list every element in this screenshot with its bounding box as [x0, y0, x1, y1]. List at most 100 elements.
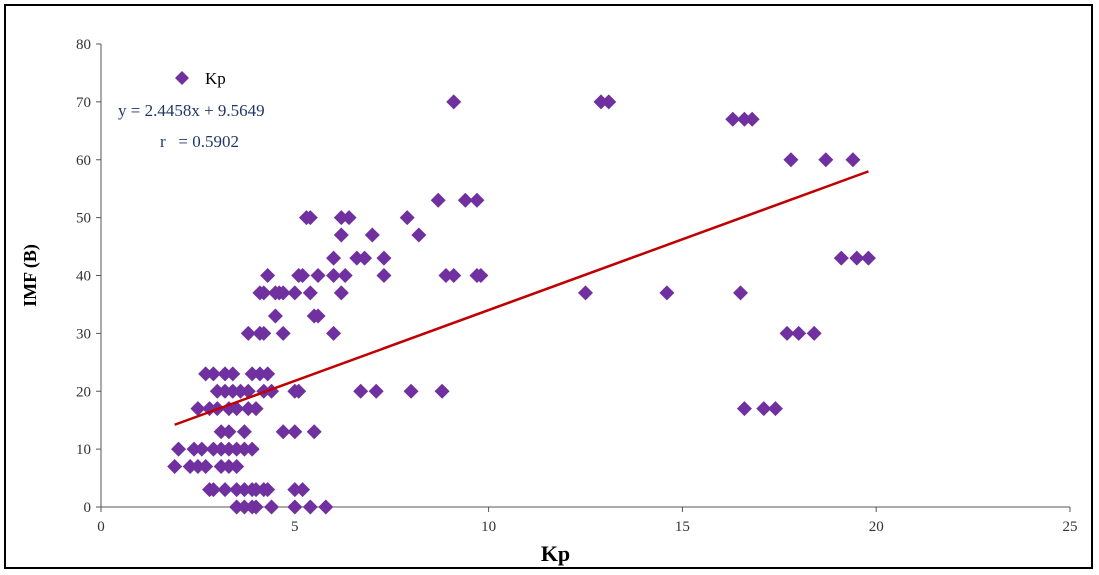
data-point: [779, 325, 795, 341]
legend-label: Kp: [205, 69, 226, 88]
data-point: [205, 366, 221, 382]
data-point: [240, 325, 256, 341]
data-point: [376, 250, 392, 266]
y-tick-label: 60: [76, 153, 91, 169]
x-tick-label: 10: [481, 519, 496, 535]
data-point: [248, 401, 264, 417]
data-point: [260, 482, 276, 498]
data-point: [833, 250, 849, 266]
data-point: [818, 152, 834, 168]
data-point: [240, 383, 256, 399]
data-point: [221, 424, 237, 440]
data-point: [221, 441, 237, 457]
y-tick-label: 40: [76, 269, 91, 285]
data-point: [252, 366, 268, 382]
data-point: [302, 210, 318, 226]
data-point: [349, 250, 365, 266]
data-point: [275, 285, 291, 301]
data-point: [205, 482, 221, 498]
data-point: [295, 268, 311, 283]
data-point: [357, 250, 373, 266]
data-point: [601, 94, 617, 110]
data-point: [736, 111, 752, 127]
trendline-equation: y = 2.4458x + 9.5649: [118, 101, 265, 120]
data-point: [244, 366, 260, 382]
data-point: [256, 325, 272, 341]
data-point: [171, 441, 187, 457]
data-point: [473, 268, 489, 283]
data-point: [434, 383, 450, 399]
data-point: [287, 482, 303, 498]
data-point: [287, 499, 303, 515]
data-point: [767, 401, 783, 417]
data-point: [205, 441, 221, 457]
data-point: [845, 152, 861, 168]
legend-marker-diamond: [175, 71, 189, 85]
data-point: [302, 285, 318, 301]
data-point: [457, 192, 473, 208]
y-tick-label: 70: [76, 95, 91, 111]
data-point: [190, 401, 206, 417]
data-point: [221, 458, 237, 474]
data-point: [364, 227, 380, 243]
data-point: [310, 308, 326, 324]
data-point: [295, 482, 311, 498]
data-point: [469, 192, 485, 208]
data-point: [233, 383, 249, 399]
data-point: [256, 285, 272, 301]
data-point: [403, 383, 419, 399]
data-point: [446, 268, 462, 283]
y-axis-ticks: 0 10 20 30 40 50 60 70 80: [76, 37, 101, 516]
data-point: [756, 401, 772, 417]
data-point: [217, 482, 233, 498]
data-point: [791, 325, 807, 341]
x-axis-title: Kp: [541, 541, 570, 566]
data-point: [275, 424, 291, 440]
data-points: [167, 94, 876, 515]
data-point: [744, 111, 760, 127]
data-point: [264, 499, 280, 515]
data-point: [236, 499, 252, 515]
x-tick-label: 25: [1063, 519, 1078, 535]
x-tick-label: 15: [675, 519, 690, 535]
data-point: [198, 366, 214, 382]
chart-frame: [4, 4, 1093, 569]
data-point: [287, 285, 303, 301]
y-tick-label: 0: [84, 500, 92, 516]
data-point: [213, 441, 229, 457]
data-point: [229, 458, 245, 474]
data-point: [783, 152, 799, 168]
data-point: [213, 458, 229, 474]
data-point: [725, 111, 741, 127]
x-tick-label: 0: [97, 519, 105, 535]
data-point: [806, 325, 822, 341]
data-point: [291, 383, 307, 399]
data-point: [849, 250, 865, 266]
data-point: [194, 441, 210, 457]
data-point: [337, 268, 353, 283]
data-point: [287, 424, 303, 440]
y-tick-label: 20: [76, 384, 91, 400]
data-point: [430, 192, 446, 208]
data-point: [438, 268, 454, 283]
data-point: [446, 94, 462, 110]
data-point: [333, 285, 349, 301]
data-point: [310, 268, 326, 283]
data-point: [190, 458, 206, 474]
data-point: [353, 383, 369, 399]
x-axis-ticks: 0 5 10 15 20 25: [97, 507, 1078, 535]
data-point: [326, 268, 342, 283]
data-point: [326, 250, 342, 266]
data-point: [186, 441, 202, 457]
y-tick-label: 80: [76, 37, 91, 53]
data-point: [333, 227, 349, 243]
data-point: [267, 308, 283, 324]
data-point: [411, 227, 427, 243]
data-point: [260, 268, 276, 283]
data-point: [225, 366, 241, 382]
data-point: [341, 210, 357, 226]
data-point: [229, 441, 245, 457]
data-point: [225, 383, 241, 399]
data-point: [248, 482, 264, 498]
y-tick-label: 10: [76, 442, 91, 458]
